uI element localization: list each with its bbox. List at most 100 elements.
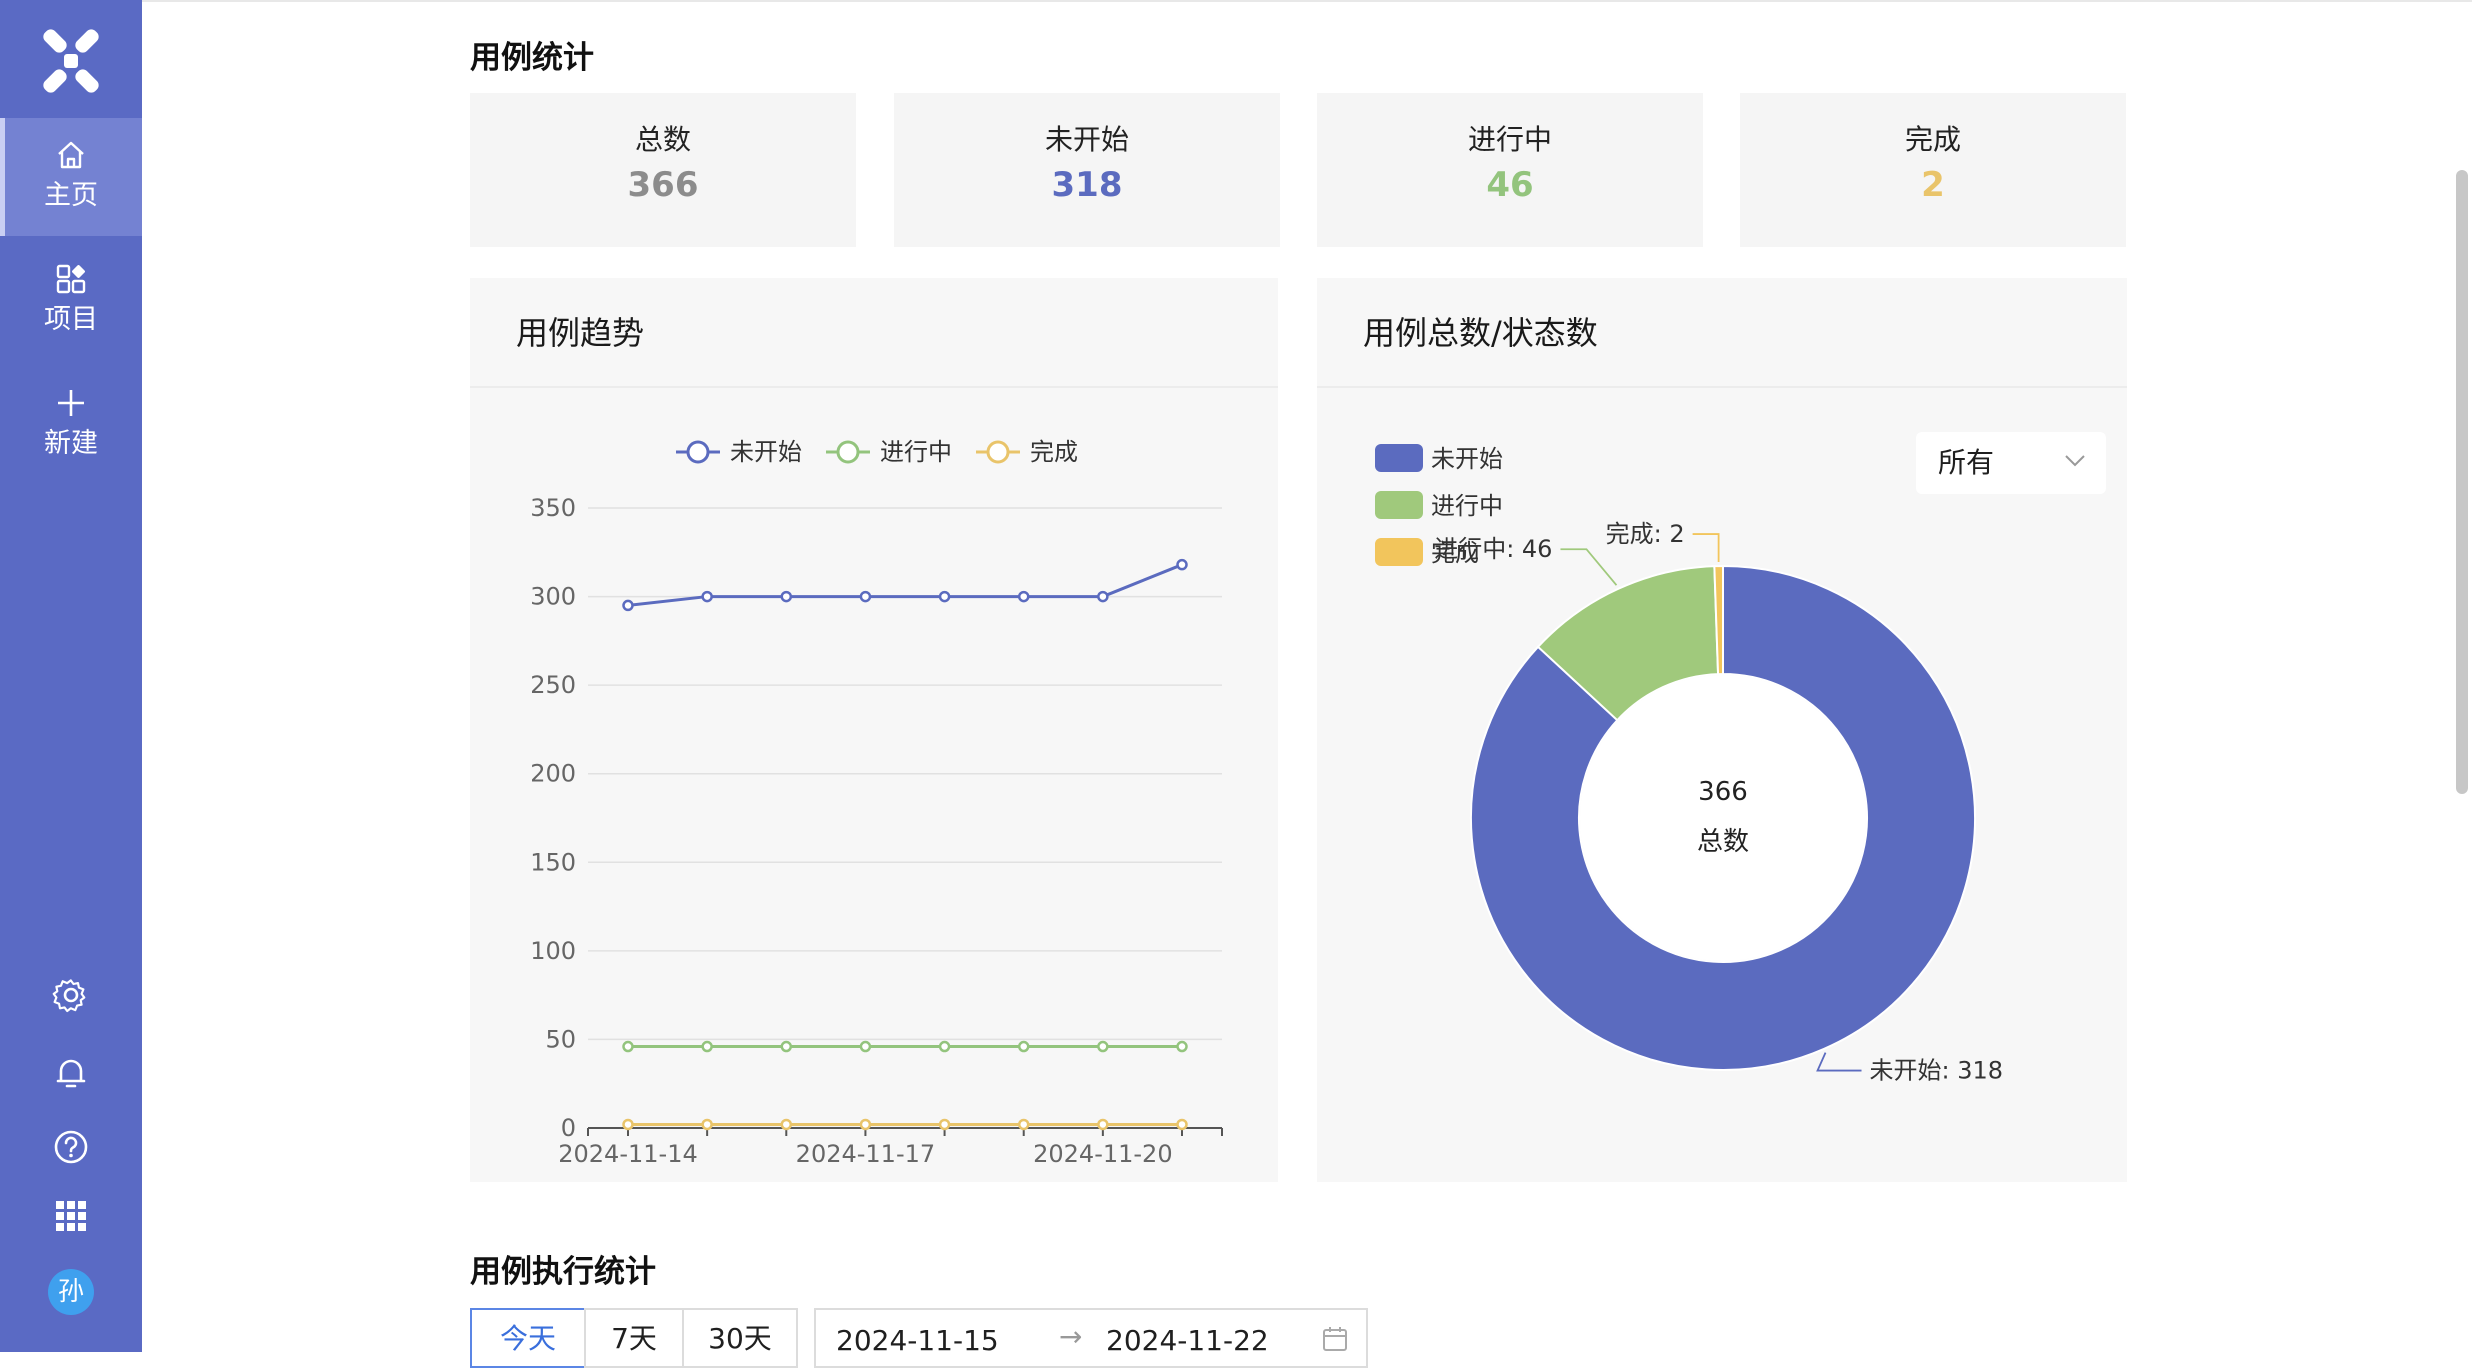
data-point	[1017, 590, 1030, 603]
trend-line-chart: 0 50 100 150 200 250 300 350 2024-11-14 2024-11-1…	[530, 438, 1223, 1168]
legend-label: 完成	[1431, 539, 1479, 567]
data-point	[1097, 590, 1109, 603]
stat-value: 2	[1921, 165, 1945, 205]
data-point	[938, 1118, 951, 1131]
data-point	[938, 1040, 951, 1053]
stat-label: 总数	[634, 123, 691, 156]
nav-item-new[interactable]: 新建	[0, 366, 142, 484]
y-tick-label: 50	[545, 1025, 576, 1053]
settings-icon[interactable]	[51, 975, 91, 1015]
legend-marker	[686, 440, 710, 464]
x-tick-label: 2024-11-17	[796, 1140, 935, 1168]
stat-value: 318	[1051, 165, 1123, 205]
date-separator: →	[1059, 1320, 1083, 1353]
y-tick-label: 300	[530, 583, 576, 611]
y-tick-label: 100	[530, 937, 576, 965]
data-point	[1176, 558, 1188, 571]
slice-label: 完成: 2	[1606, 520, 1685, 548]
stat-card-total: 总数 366	[470, 93, 856, 247]
legend-swatch	[1375, 538, 1423, 566]
stat-card-in-progress: 进行中 46	[1317, 93, 1703, 247]
donut-slice	[1713, 564, 1724, 676]
data-point	[859, 1118, 872, 1131]
trend-panel: 用例趋势	[470, 278, 1278, 1182]
status-filter-select[interactable]: 所有	[1916, 432, 2106, 494]
avatar[interactable]: 孙	[48, 1269, 94, 1315]
panel-title: 用例趋势	[470, 278, 1278, 388]
donut-hole	[1580, 675, 1866, 961]
grid-icon[interactable]	[51, 1196, 91, 1236]
y-tick-label: 350	[530, 494, 576, 522]
nav-label: 项目	[44, 304, 98, 335]
data-point	[622, 1040, 634, 1053]
stat-label: 未开始	[1044, 123, 1129, 156]
nav-item-home[interactable]: 主页	[0, 118, 142, 236]
date-range-picker[interactable]: 2024-11-15 → 2024-11-22	[814, 1308, 1368, 1368]
range-7d-button[interactable]: 7天	[584, 1308, 684, 1368]
help-icon[interactable]	[51, 1127, 91, 1167]
series-line	[627, 563, 1183, 607]
legend-label: 完成	[1030, 438, 1078, 466]
section-title-exec: 用例执行统计	[470, 1254, 656, 1290]
apps-icon	[56, 264, 86, 294]
date-end[interactable]: 2024-11-22	[1106, 1324, 1269, 1357]
nav-label: 新建	[44, 428, 98, 459]
data-point	[780, 1118, 793, 1131]
nav-item-projects[interactable]: 项目	[0, 242, 142, 360]
data-point	[1176, 1040, 1188, 1053]
data-point	[622, 599, 634, 612]
stat-value: 46	[1486, 165, 1534, 205]
stat-card-done: 完成 2	[1740, 93, 2126, 247]
y-tick-label: 200	[530, 760, 576, 788]
legend-label: 未开始	[1431, 445, 1503, 473]
logo-icon	[43, 29, 99, 93]
y-tick-label: 0	[561, 1114, 576, 1142]
donut-center-value: 366	[1698, 777, 1748, 807]
legend-label: 进行中	[880, 438, 952, 466]
stat-label: 进行中	[1467, 123, 1552, 156]
data-point	[701, 1040, 713, 1053]
range-today-button[interactable]: 今天	[470, 1308, 586, 1368]
legend-label: 进行中	[1431, 492, 1503, 520]
data-point	[1097, 1118, 1109, 1131]
data-point	[780, 1040, 793, 1053]
slice-leader-line	[1560, 548, 1618, 586]
top-border	[142, 0, 2472, 2]
donut-center-label: 总数	[1697, 827, 1749, 857]
legend-label: 未开始	[730, 438, 802, 466]
data-point	[701, 590, 713, 603]
data-point	[938, 590, 951, 603]
donut-slice	[1470, 564, 1976, 1071]
legend-swatch	[1375, 491, 1423, 519]
data-point	[1017, 1118, 1030, 1131]
data-point	[701, 1118, 713, 1131]
scrollbar[interactable]	[2456, 170, 2468, 794]
y-tick-label: 250	[530, 671, 576, 699]
stat-label: 完成	[1904, 123, 1961, 156]
date-start[interactable]: 2024-11-15	[836, 1324, 999, 1357]
range-30d-button[interactable]: 30天	[682, 1308, 798, 1368]
data-point	[1176, 1118, 1188, 1131]
data-point	[859, 590, 872, 603]
select-value: 所有	[1938, 446, 1995, 479]
bell-icon[interactable]	[51, 1053, 91, 1093]
stat-card-not-started: 未开始 318	[894, 93, 1280, 247]
nav-label: 主页	[44, 180, 98, 211]
x-tick-label: 2024-11-20	[1033, 1140, 1172, 1168]
legend-marker	[986, 440, 1010, 464]
home-icon	[58, 141, 84, 169]
data-point	[1097, 1040, 1109, 1053]
legend-swatch	[1375, 444, 1423, 472]
stat-value: 366	[627, 165, 699, 205]
calendar-icon	[1323, 1327, 1347, 1351]
slice-leader-line	[1692, 533, 1720, 563]
slice-label: 未开始: 318	[1870, 1057, 2004, 1085]
slice-leader-line	[1816, 1052, 1862, 1072]
panel-title: 用例总数/状态数	[1317, 278, 2127, 388]
plus-icon	[58, 390, 84, 416]
slice-label: 进行中: 46	[1434, 535, 1552, 563]
chevron-down-icon	[2065, 455, 2085, 467]
data-point	[1017, 1040, 1030, 1053]
data-point	[859, 1040, 872, 1053]
